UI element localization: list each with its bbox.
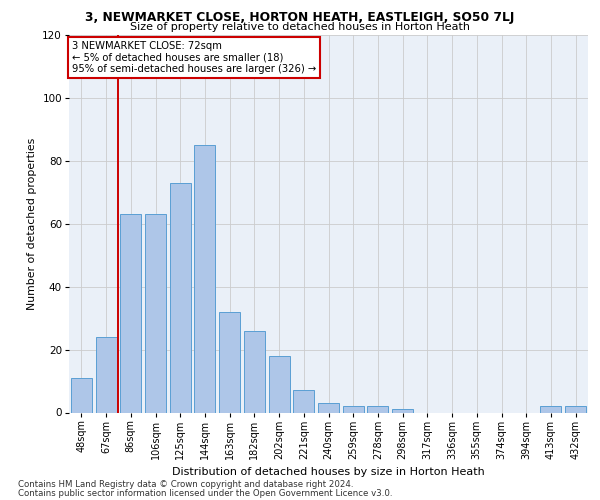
Bar	[145, 214, 166, 412]
X-axis label: Distribution of detached houses by size in Horton Heath: Distribution of detached houses by size …	[172, 467, 485, 477]
Bar	[565, 406, 586, 412]
Bar	[318, 403, 339, 412]
Bar	[541, 406, 562, 412]
Text: 3 NEWMARKET CLOSE: 72sqm
← 5% of detached houses are smaller (18)
95% of semi-de: 3 NEWMARKET CLOSE: 72sqm ← 5% of detache…	[71, 40, 316, 74]
Bar	[269, 356, 290, 412]
Bar	[367, 406, 388, 412]
Text: Size of property relative to detached houses in Horton Heath: Size of property relative to detached ho…	[130, 22, 470, 32]
Text: Contains HM Land Registry data © Crown copyright and database right 2024.: Contains HM Land Registry data © Crown c…	[18, 480, 353, 489]
Y-axis label: Number of detached properties: Number of detached properties	[27, 138, 37, 310]
Bar	[194, 145, 215, 412]
Text: Contains public sector information licensed under the Open Government Licence v3: Contains public sector information licen…	[18, 489, 392, 498]
Bar	[71, 378, 92, 412]
Bar	[170, 183, 191, 412]
Text: 3, NEWMARKET CLOSE, HORTON HEATH, EASTLEIGH, SO50 7LJ: 3, NEWMARKET CLOSE, HORTON HEATH, EASTLE…	[85, 11, 515, 24]
Bar	[95, 337, 116, 412]
Bar	[120, 214, 141, 412]
Bar	[343, 406, 364, 412]
Bar	[219, 312, 240, 412]
Bar	[293, 390, 314, 412]
Bar	[244, 330, 265, 412]
Bar	[392, 410, 413, 412]
